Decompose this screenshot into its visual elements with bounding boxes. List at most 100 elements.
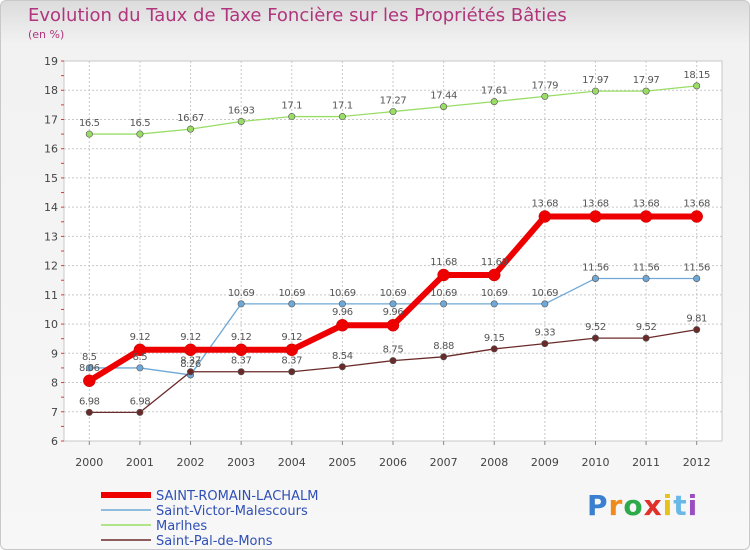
data-label: 16.5	[79, 118, 100, 129]
data-point	[642, 274, 650, 282]
data-point	[440, 300, 448, 308]
data-label: 17.97	[633, 75, 660, 86]
x-tick-label: 2008	[480, 456, 508, 469]
data-label: 10.69	[380, 288, 407, 299]
data-point	[437, 268, 450, 282]
logo-letter: P	[587, 489, 609, 522]
data-label: 8.5	[133, 352, 148, 363]
data-point	[490, 98, 498, 106]
data-label: 16.5	[130, 118, 151, 129]
data-label: 17.1	[332, 101, 353, 112]
data-label: 8.37	[180, 356, 201, 367]
data-label: 10.69	[532, 288, 559, 299]
data-point	[133, 343, 147, 357]
data-point	[85, 364, 93, 372]
x-tick-label: 2011	[632, 456, 660, 469]
data-point	[541, 92, 549, 100]
data-point	[237, 300, 245, 308]
data-point	[237, 368, 245, 376]
data-point	[693, 82, 701, 90]
data-label: 18.15	[683, 70, 710, 81]
logo-letter: x	[643, 489, 663, 522]
y-tick-label: 7	[51, 406, 58, 419]
data-point	[136, 130, 144, 138]
data-label: 10.69	[228, 288, 255, 299]
data-point	[389, 300, 397, 308]
data-point	[338, 300, 346, 308]
data-point	[693, 326, 701, 334]
logo-letter: i	[687, 489, 699, 522]
x-tick-label: 2007	[430, 456, 458, 469]
data-point	[187, 125, 195, 133]
data-point	[589, 210, 602, 223]
x-tick-label: 2004	[278, 456, 306, 469]
x-tick-label: 2012	[683, 456, 711, 469]
legend-entry: SAINT-ROMAIN-LACHALM	[156, 489, 318, 504]
data-label: 8.75	[383, 345, 404, 356]
data-point	[338, 113, 346, 121]
y-tick-label: 15	[44, 172, 58, 185]
data-label: 17.27	[380, 96, 407, 107]
data-label: 11.56	[582, 262, 609, 273]
data-point	[591, 334, 599, 342]
y-tick-label: 9	[51, 347, 58, 360]
y-tick-label: 6	[51, 435, 58, 448]
data-point	[288, 368, 296, 376]
data-label: 10.69	[329, 288, 356, 299]
data-point	[386, 318, 400, 332]
data-point	[639, 210, 653, 223]
data-point	[136, 408, 144, 416]
data-point	[237, 118, 245, 126]
y-tick-label: 12	[44, 260, 58, 273]
data-point	[85, 408, 93, 416]
data-point	[285, 343, 299, 357]
data-label: 9.12	[231, 332, 252, 343]
data-label: 17.1	[281, 101, 302, 112]
legend-entry: Marlhes	[156, 519, 207, 534]
x-tick-label: 2001	[126, 456, 154, 469]
data-point	[490, 300, 498, 308]
data-point	[642, 334, 650, 342]
data-point	[288, 300, 296, 308]
y-tick-label: 10	[44, 318, 58, 331]
x-tick-label: 2009	[531, 456, 559, 469]
data-label: 9.52	[585, 322, 606, 333]
data-label: 13.68	[582, 199, 609, 210]
data-label: 8.5	[82, 352, 97, 363]
data-point	[440, 103, 448, 111]
data-point	[288, 113, 296, 121]
data-point	[541, 340, 549, 348]
data-label: 9.12	[281, 332, 302, 343]
x-tick-label: 2002	[177, 456, 205, 469]
y-tick-label: 18	[44, 84, 58, 97]
data-point	[338, 363, 346, 371]
data-label: 11.68	[430, 257, 457, 268]
legend-entry: Saint-Victor-Malescours	[156, 504, 308, 519]
data-point	[591, 274, 599, 282]
chart-unit: (en %)	[28, 28, 65, 41]
data-point	[440, 353, 448, 361]
data-label: 9.33	[535, 328, 556, 339]
data-point	[234, 343, 248, 357]
data-label: 10.69	[278, 288, 305, 299]
y-tick-label: 8	[51, 377, 58, 390]
logo-letter: r	[608, 489, 624, 522]
data-label: 11.56	[683, 262, 710, 273]
data-point	[336, 318, 349, 332]
data-label: 9.12	[180, 332, 201, 343]
x-tick-label: 2000	[75, 456, 103, 469]
data-label: 9.96	[383, 307, 404, 318]
y-tick-label: 19	[44, 55, 58, 68]
x-tick-label: 2006	[379, 456, 407, 469]
data-label: 11.56	[633, 262, 660, 273]
logo-letter: o	[623, 489, 644, 522]
data-label: 6.98	[130, 396, 151, 407]
x-tick-label: 2003	[227, 456, 255, 469]
data-point	[538, 210, 552, 223]
data-label: 9.52	[636, 322, 657, 333]
data-point	[490, 345, 498, 353]
data-label: 8.26	[180, 359, 201, 370]
data-point	[487, 268, 501, 282]
data-label: 13.68	[633, 199, 660, 210]
